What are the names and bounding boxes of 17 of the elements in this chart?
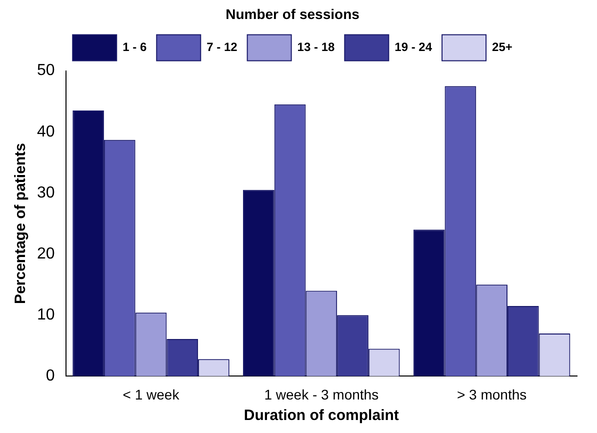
y-tick-label: 0 xyxy=(46,368,55,385)
legend-label: 7 - 12 xyxy=(206,40,238,54)
legend-title: Number of sessions xyxy=(226,6,360,22)
legend-label: 1 - 6 xyxy=(122,40,147,54)
y-tick-label: 40 xyxy=(37,123,55,140)
y-tick-label: 50 xyxy=(37,62,55,80)
legend-label: 19 - 24 xyxy=(394,40,432,54)
x-axis-title: Duration of complaint xyxy=(244,407,399,424)
y-tick-label: 20 xyxy=(37,245,55,262)
y-tick-label: 10 xyxy=(37,306,55,324)
legend-label: 25+ xyxy=(492,40,512,54)
x-tick-label: 1 week - 3 months xyxy=(264,386,379,402)
y-tick-label: 30 xyxy=(37,184,55,202)
legend-label: 13 - 18 xyxy=(297,40,335,54)
x-tick-label: < 1 week xyxy=(122,386,180,402)
x-tick-label: > 3 months xyxy=(456,386,527,402)
y-axis-title: Percentage of patients xyxy=(12,143,30,304)
